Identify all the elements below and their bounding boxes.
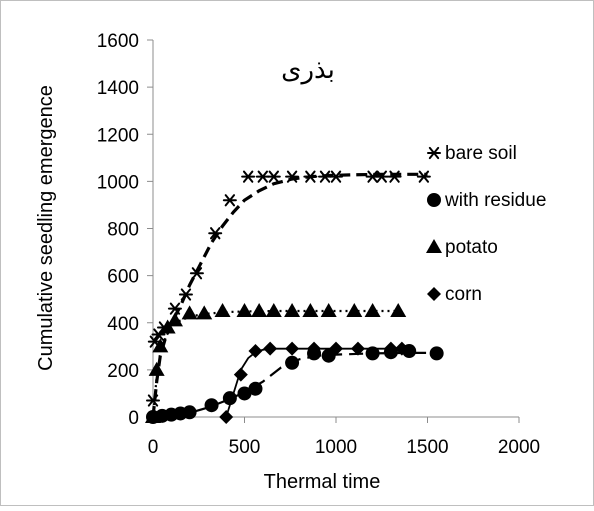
data-point-potato <box>145 409 161 423</box>
data-point-with-residue <box>222 391 237 406</box>
data-point-potato <box>251 302 268 317</box>
y-tick-label: 0 <box>128 408 139 429</box>
data-point-with-residue <box>237 386 252 401</box>
data-point-bare-soil <box>285 170 300 183</box>
data-point-corn <box>263 341 278 356</box>
data-point-bare-soil <box>189 267 204 280</box>
data-point-potato <box>236 302 253 317</box>
data-point-bare-soil <box>178 288 193 301</box>
data-point-potato <box>159 319 176 334</box>
data-point-with-residue <box>285 355 300 370</box>
legend-label-with-residue: with residue <box>444 190 546 211</box>
data-point-corn <box>219 410 234 424</box>
data-point-bare-soil <box>416 170 431 183</box>
legend-marker-potato <box>426 239 442 253</box>
data-point-potato <box>166 312 183 327</box>
y-tick-label: 1000 <box>97 172 139 193</box>
data-point-potato <box>148 361 165 376</box>
data-point-bare-soil <box>303 170 318 183</box>
data-point-bare-soil <box>208 227 223 240</box>
y-tick-label: 800 <box>107 220 139 241</box>
x-tick-label: 2000 <box>498 437 540 458</box>
data-point-potato <box>181 305 198 320</box>
legend-label-potato: potato <box>445 237 498 258</box>
data-point-potato <box>152 338 169 353</box>
legend-marker-with-residue <box>427 193 441 207</box>
data-point-with-residue <box>204 398 219 413</box>
data-point-potato <box>284 302 301 317</box>
chart-title: بذری <box>281 55 335 85</box>
y-tick-label: 1200 <box>97 125 139 146</box>
legend-label-bare-soil: bare soil <box>445 143 517 164</box>
data-point-potato <box>390 302 407 317</box>
data-points <box>145 170 444 424</box>
data-point-potato <box>302 302 319 317</box>
legend-item-bare-soil: bare soil <box>427 143 517 164</box>
data-point-with-residue <box>429 346 444 361</box>
data-point-potato <box>346 302 363 317</box>
x-tick-label: 500 <box>229 437 261 458</box>
x-tick-label: 0 <box>148 437 159 458</box>
legend-item-with-residue: with residue <box>427 190 546 211</box>
x-tick-label: 1000 <box>315 437 357 458</box>
data-point-corn <box>329 341 343 356</box>
data-point-bare-soil <box>222 194 237 207</box>
legend-item-corn: corn <box>427 284 482 305</box>
data-point-corn <box>394 341 409 356</box>
data-point-bare-soil <box>146 394 160 407</box>
legend-marker-bare-soil <box>427 146 441 160</box>
y-tick-label: 400 <box>107 314 139 335</box>
data-point-corn <box>233 367 248 382</box>
data-point-bare-soil <box>329 170 343 183</box>
legend: bare soil with residue potato corn <box>426 143 546 305</box>
data-point-with-residue <box>248 381 263 396</box>
data-point-with-residue <box>321 348 336 363</box>
data-point-potato <box>320 302 337 317</box>
y-tick-label: 200 <box>107 361 139 382</box>
legend-item-potato: potato <box>426 237 498 258</box>
x-axis-label: Thermal time <box>264 471 381 493</box>
y-axis-label: Cumulative seedling emergence <box>35 85 57 371</box>
data-point-potato <box>196 305 213 320</box>
data-point-corn <box>285 341 300 356</box>
data-point-bare-soil <box>241 170 256 183</box>
legend-marker-corn <box>427 287 441 301</box>
axes: 0 200 400 600 800 1000 1200 1400 1600 0 500 1000 150… <box>97 31 540 458</box>
data-point-with-residue <box>182 405 197 420</box>
y-tick-label: 600 <box>107 267 139 288</box>
data-point-corn <box>307 341 322 356</box>
data-point-potato <box>265 302 282 317</box>
data-point-corn <box>383 341 398 356</box>
y-tick-label: 1400 <box>97 78 139 99</box>
data-point-corn <box>248 344 263 359</box>
data-point-bare-soil <box>266 170 281 183</box>
y-tick-label: 1600 <box>97 31 139 52</box>
x-tick-label: 1500 <box>406 437 448 458</box>
data-point-bare-soil <box>387 170 402 183</box>
data-point-corn <box>350 341 365 356</box>
legend-label-corn: corn <box>445 284 482 305</box>
data-point-bare-soil <box>374 170 389 183</box>
data-point-potato <box>214 302 231 317</box>
data-point-with-residue <box>365 346 380 361</box>
data-point-potato <box>364 302 381 317</box>
fit-line-with-residue <box>152 351 437 419</box>
data-point-bare-soil <box>167 302 182 315</box>
